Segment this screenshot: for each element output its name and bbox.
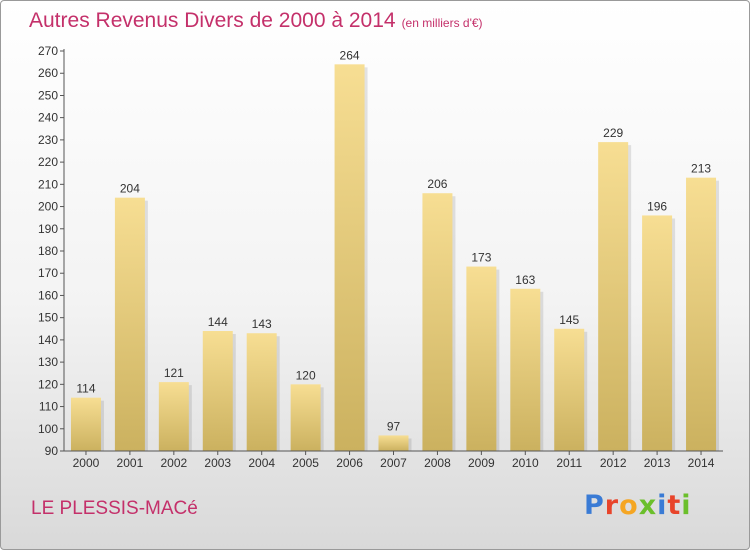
bar-value-label: 143 xyxy=(252,317,272,331)
bar[interactable] xyxy=(642,215,673,451)
bar[interactable] xyxy=(422,193,453,451)
bar-group: 114 xyxy=(70,382,104,451)
y-axis: 90 100 110 120 130 140 150 160 170 180 190 200 210 22… xyxy=(38,44,65,458)
x-tick-label: 2002 xyxy=(160,456,187,470)
y-tick-label: 250 xyxy=(38,88,58,102)
location-name: LE PLESSIS-MACé xyxy=(31,498,198,519)
bar[interactable] xyxy=(598,142,629,451)
bar[interactable] xyxy=(378,435,409,451)
bar-group: 206 xyxy=(422,177,456,451)
bar-group: 213 xyxy=(686,162,720,451)
x-tick-label: 2005 xyxy=(292,456,319,470)
bars: 114 204 121 144 143 120 264 97 206 173 163 145 229 19… xyxy=(70,48,720,452)
y-tick-label: 120 xyxy=(38,377,58,391)
bar-group: 97 xyxy=(378,419,412,451)
logo-letter: r xyxy=(604,490,620,521)
x-tick-label: 2000 xyxy=(73,456,100,470)
logo-letter: t xyxy=(667,490,682,521)
y-tick-label: 150 xyxy=(38,311,58,325)
bar[interactable] xyxy=(114,197,145,451)
bar[interactable] xyxy=(290,384,321,451)
logo-letter: x xyxy=(638,490,658,521)
x-tick-label: 2003 xyxy=(204,456,231,470)
bar-group: 173 xyxy=(466,251,500,451)
x-tick-label: 2010 xyxy=(512,456,539,470)
bar[interactable] xyxy=(202,331,233,451)
logo-letter: i xyxy=(657,490,668,521)
bar[interactable] xyxy=(466,266,497,451)
x-tick-label: 2012 xyxy=(600,456,627,470)
title-text: Autres Revenus Divers de 2000 à 2014 xyxy=(29,9,396,32)
bar-group: 144 xyxy=(202,315,236,451)
bar-group: 204 xyxy=(114,182,148,451)
bar-group: 120 xyxy=(290,368,324,451)
x-tick-label: 2008 xyxy=(424,456,451,470)
bar[interactable] xyxy=(158,382,189,451)
bar-value-label: 204 xyxy=(120,182,140,196)
bar-value-label: 196 xyxy=(647,199,667,213)
bar-group: 264 xyxy=(334,48,368,452)
proxiti-logo[interactable]: Proxiti xyxy=(584,490,692,521)
y-tick-label: 170 xyxy=(38,266,58,280)
x-tick-label: 2013 xyxy=(644,456,671,470)
chart-title: Autres Revenus Divers de 2000 à 2014 (en … xyxy=(29,9,483,33)
bar-group: 121 xyxy=(158,366,192,451)
y-tick-label: 190 xyxy=(38,222,58,236)
y-tick-label: 240 xyxy=(38,111,58,125)
x-tick-label: 2011 xyxy=(556,456,582,470)
y-tick-label: 110 xyxy=(39,400,58,414)
bar-group: 229 xyxy=(598,126,632,451)
bar-chart: 90 100 110 120 130 140 150 160 170 180 190 200 210 22… xyxy=(38,44,723,470)
title-unit: (en milliers d'€) xyxy=(401,16,483,30)
bar-value-label: 163 xyxy=(515,273,535,287)
bar-group: 145 xyxy=(554,313,588,451)
y-tick-label: 260 xyxy=(38,66,58,80)
y-tick-label: 230 xyxy=(38,133,58,147)
bar[interactable] xyxy=(554,328,585,451)
bar[interactable] xyxy=(510,288,541,451)
bar-value-label: 173 xyxy=(471,251,491,265)
logo-letter: o xyxy=(619,490,639,521)
bar-group: 163 xyxy=(510,273,544,451)
bar-value-label: 144 xyxy=(208,315,228,329)
y-tick-label: 210 xyxy=(38,177,58,191)
y-tick-label: 130 xyxy=(38,355,58,369)
bar[interactable] xyxy=(334,64,365,452)
bar[interactable] xyxy=(70,397,101,451)
bar-group: 143 xyxy=(246,317,280,451)
x-tick-label: 2006 xyxy=(336,456,363,470)
y-tick-label: 160 xyxy=(38,288,58,302)
x-axis: 2000 2001 2002 2003 2004 2005 2006 2007 2008 2009… xyxy=(64,450,723,470)
y-tick-label: 270 xyxy=(38,44,58,58)
y-tick-label: 200 xyxy=(38,200,58,214)
bar-value-label: 120 xyxy=(296,368,316,382)
bar[interactable] xyxy=(246,333,277,451)
y-tick-label: 220 xyxy=(38,155,58,169)
x-tick-label: 2007 xyxy=(380,456,407,470)
y-tick-label: 90 xyxy=(45,444,59,458)
logo-letter: i xyxy=(681,490,692,521)
bar-value-label: 121 xyxy=(164,366,184,380)
bar-value-label: 114 xyxy=(76,382,95,396)
x-tick-label: 2001 xyxy=(117,456,144,470)
y-tick-label: 100 xyxy=(38,422,58,436)
bar-value-label: 145 xyxy=(559,313,579,327)
x-tick-label: 2009 xyxy=(468,456,495,470)
bar-value-label: 229 xyxy=(603,126,623,140)
bar-value-label: 206 xyxy=(427,177,447,191)
bar-value-label: 97 xyxy=(387,419,401,433)
logo-letter: P xyxy=(584,490,605,521)
bar[interactable] xyxy=(686,177,717,451)
bar-group: 196 xyxy=(642,199,676,451)
bar-value-label: 264 xyxy=(340,48,360,62)
x-tick-label: 2004 xyxy=(248,456,275,470)
bar-value-label: 213 xyxy=(691,162,711,176)
x-tick-label: 2014 xyxy=(688,456,715,470)
y-tick-label: 140 xyxy=(38,333,58,347)
y-tick-label: 180 xyxy=(38,244,58,258)
